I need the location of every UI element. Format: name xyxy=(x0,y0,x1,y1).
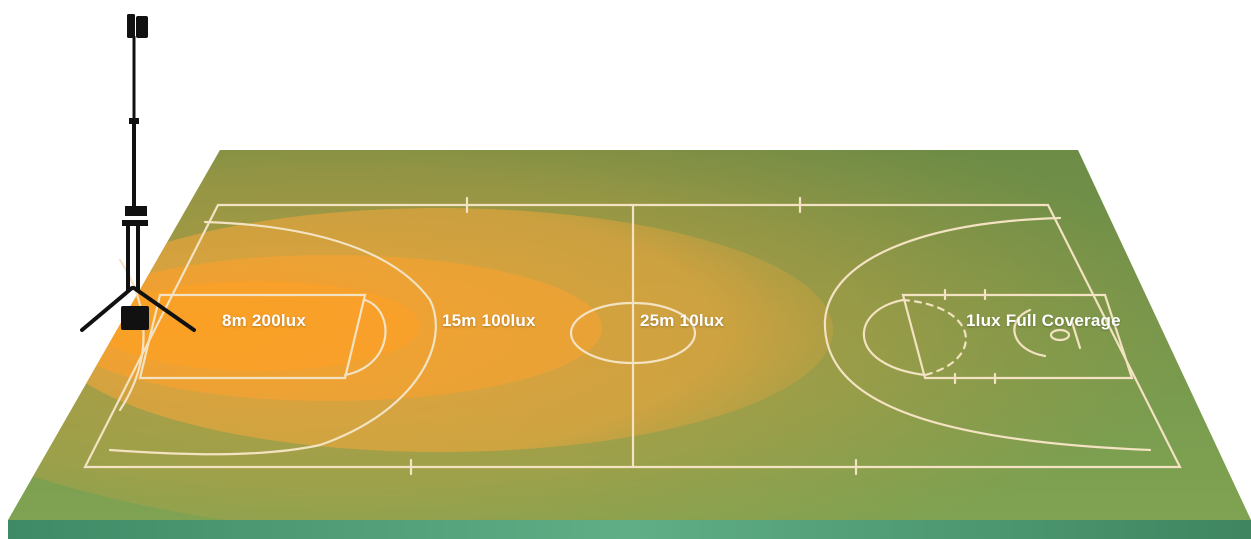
left-key xyxy=(138,293,367,380)
tripod-light-tower-icon xyxy=(80,14,196,332)
right-three-point-arc xyxy=(823,216,1152,452)
left-three-point-arc xyxy=(118,258,145,412)
zone-8m-200lux xyxy=(96,281,420,371)
zone-label-1lux: 1lux Full Coverage xyxy=(966,311,1121,330)
zone-label-8m: 8m 200lux xyxy=(222,311,307,330)
right-key xyxy=(901,293,1134,380)
center-circle xyxy=(569,301,697,365)
court-boundary-line xyxy=(83,203,1182,469)
zone-label-25m: 25m 10lux xyxy=(640,311,725,330)
zone-label-15m: 15m 100lux xyxy=(442,311,536,330)
court-lines xyxy=(83,196,1182,476)
right-rim xyxy=(1049,328,1071,342)
court-front-edge xyxy=(8,520,1251,539)
